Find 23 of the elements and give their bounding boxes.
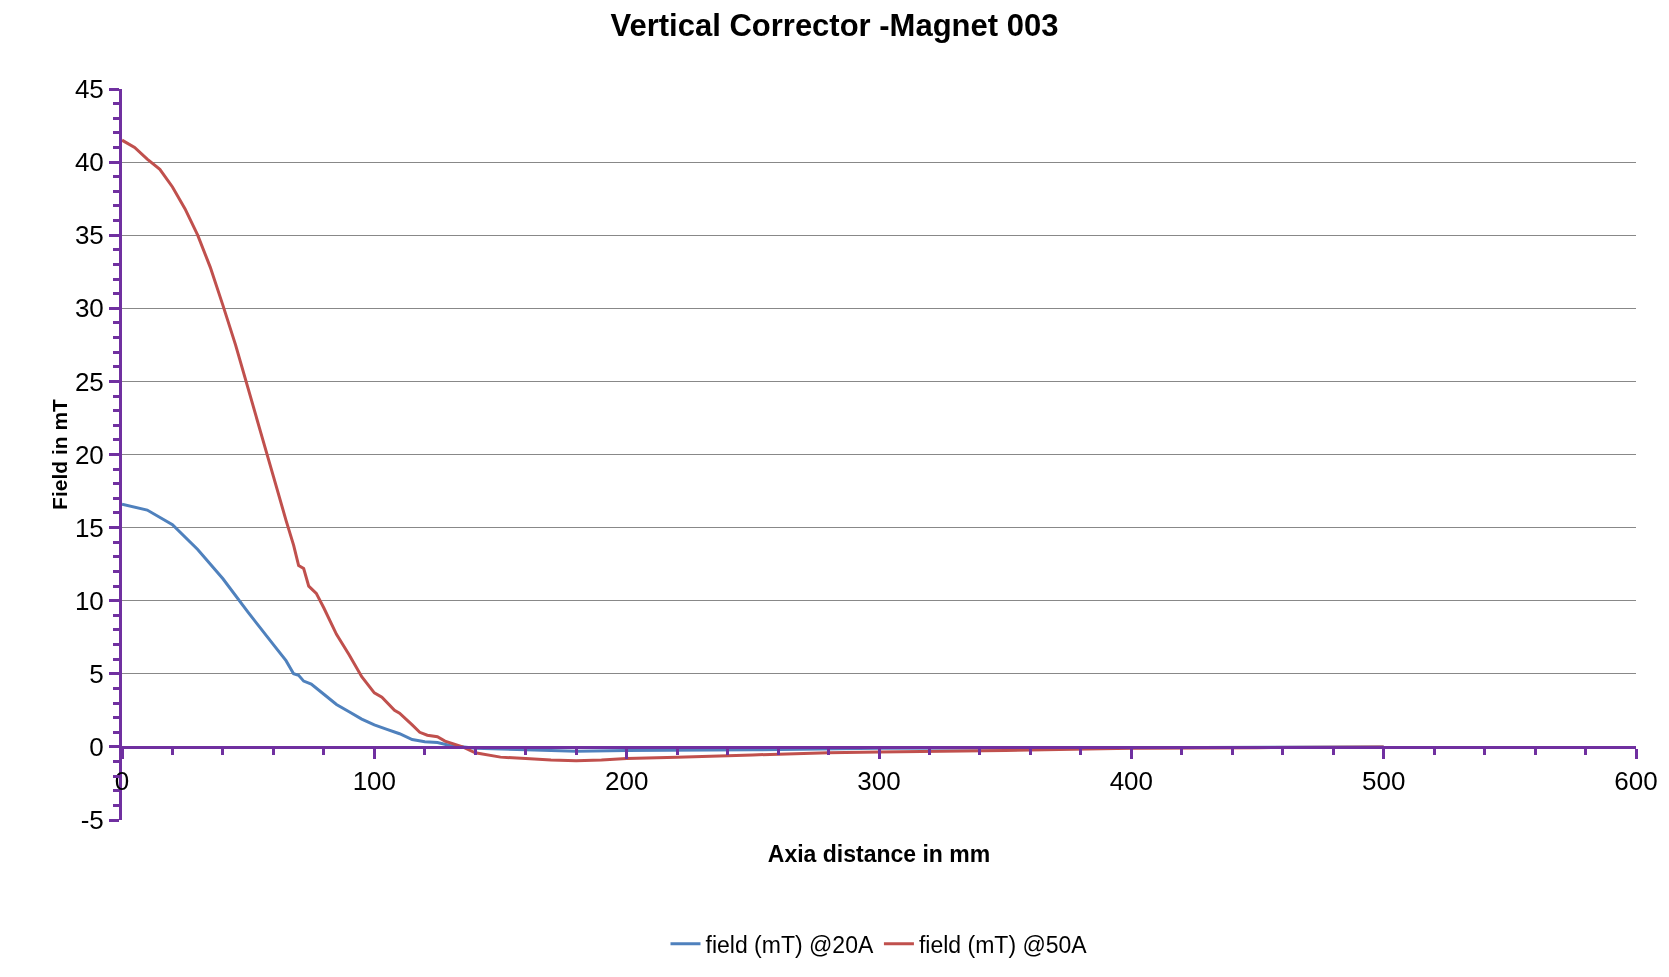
x-tick-label: 500 xyxy=(1361,766,1406,797)
legend-label: field (mT) @20A xyxy=(705,931,874,958)
y-tick-label: 0 xyxy=(89,732,104,762)
x-tick-label: 600 xyxy=(1614,766,1658,797)
y-tick-label: 5 xyxy=(89,658,104,689)
line-series xyxy=(122,138,1386,763)
y-tick-label: 35 xyxy=(74,220,104,251)
x-tick-label: 300 xyxy=(857,766,901,797)
y-tick-label: -5 xyxy=(80,805,104,836)
legend-label: field (mT) @50A xyxy=(918,931,1088,958)
y-tick-label: 25 xyxy=(74,366,104,397)
x-tick-label: 100 xyxy=(352,766,397,797)
x-tick-label: 200 xyxy=(604,766,649,797)
y-tick-label: 15 xyxy=(74,512,104,543)
y-tick-label: 30 xyxy=(74,293,104,324)
x-axis-title: Axia distance in mm xyxy=(767,840,991,867)
chart-title: Vertical Corrector -Magnet 003 xyxy=(610,8,1059,44)
y-tick-label: 40 xyxy=(74,147,104,178)
y-tick-label: 45 xyxy=(74,74,104,105)
y-tick-label: 10 xyxy=(74,585,104,616)
y-axis-title: Field in mT xyxy=(48,398,72,510)
y-tick-label: 20 xyxy=(74,439,104,470)
x-tick-label: 400 xyxy=(1109,766,1154,797)
